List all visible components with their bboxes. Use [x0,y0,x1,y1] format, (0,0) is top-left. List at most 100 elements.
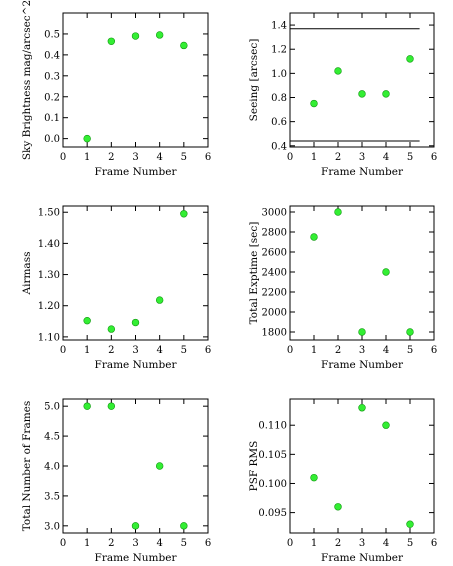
data-point [180,210,188,218]
x-tick-label: 0 [60,345,66,356]
x-tick-label: 4 [156,345,162,356]
data-point [334,67,342,75]
data-point [406,520,414,528]
data-point [107,402,116,410]
y-tick-label: 2600 [262,248,287,259]
data-point [406,55,414,63]
y-tick-label: 1.20 [38,301,60,312]
y-tick-label: 2200 [262,288,287,299]
y-tick-label: 0.095 [258,508,287,519]
data-point [107,325,116,333]
data-point [334,208,342,216]
y-tick-label: 1.0 [271,69,287,80]
x-tick-label: 3 [359,538,365,549]
data-point [358,328,366,336]
x-tick-label: 5 [407,152,413,163]
x-tick-label: 2 [335,538,341,549]
x-tick-label: 2 [108,152,114,163]
x-tick-label: 1 [311,345,317,356]
y-tick-label: 2800 [262,228,287,239]
y-tick-label: 1.10 [38,332,60,343]
y-tick-label: 0.1 [44,113,60,124]
x-tick-label: 1 [311,152,317,163]
x-tick-label: 0 [60,152,66,163]
panel-3: 0 1 2 3 4 5 6 1.10 1.20 1.30 1.40 1.50 Frame Number A… [21,205,211,371]
data-point [83,316,91,325]
x-axis-title: Frame Number [321,166,404,178]
y-tick-label: 1.50 [38,208,60,219]
x-axis-title: Frame Number [321,552,404,564]
data-point [155,31,164,39]
plot-frame [62,398,209,534]
y-axis-title: Seeing [arcsec] [248,39,260,122]
x-tick-label: 3 [132,538,138,549]
y-tick-label: 1.30 [38,270,60,281]
x-tick-label: 4 [383,538,389,549]
y-tick-label: 1.4 [271,21,287,32]
data-point [382,268,390,276]
y-tick-label: 2000 [262,308,287,319]
x-tick-label: 4 [156,538,162,549]
y-tick-label: 4.5 [44,432,60,443]
y-axis-title: Sky Brightness mag/arcsec^2 [21,0,33,160]
data-point [310,233,318,241]
y-tick-label: 1800 [262,328,287,339]
data-point [358,90,366,98]
panel-2: 0 1 2 3 4 5 6 0.4 0.6 0.8 1.0 1.2 1.4 Frame Number See… [248,12,437,178]
data-point [310,99,318,108]
x-tick-label: 1 [84,538,90,549]
x-tick-label: 3 [359,152,365,163]
x-tick-label: 4 [383,345,389,356]
x-tick-label: 0 [60,538,66,549]
x-tick-label: 3 [359,345,365,356]
data-point [406,328,414,336]
data-point [131,522,140,530]
x-tick-label: 0 [287,152,293,163]
x-tick-label: 5 [407,538,413,549]
y-tick-label: 0.4 [44,50,60,61]
y-tick-label: 0.0 [44,134,60,145]
y-axis-title: Total Exptime [sec] [248,222,260,325]
panel-4: 0 1 2 3 4 5 6 1800 2000 2200 2400 2600 2800 3000 Frame… [248,205,437,371]
x-tick-label: 2 [335,152,341,163]
x-tick-label: 3 [132,152,138,163]
y-tick-label: 2400 [262,268,287,279]
y-tick-label: 1.2 [271,45,287,56]
y-tick-label: 0.8 [271,93,287,104]
y-tick-label: 5.0 [44,402,60,413]
y-tick-label: 0.2 [44,92,60,103]
data-point [382,421,390,429]
x-tick-label: 2 [108,538,114,549]
x-tick-label: 2 [108,345,114,356]
plot-frame [289,398,435,534]
data-point [131,318,140,327]
data-point [180,522,188,530]
x-tick-label: 6 [431,538,437,549]
x-tick-label: 6 [205,538,211,549]
plot-frame [289,205,435,341]
x-tick-label: 5 [407,345,413,356]
x-tick-label: 5 [181,345,187,356]
x-axis-title: Frame Number [95,359,178,371]
x-tick-label: 3 [132,345,138,356]
y-tick-label: 0.100 [258,479,287,490]
y-axis-title: Total Number of Frames [21,401,33,532]
y-tick-label: 0.4 [271,141,287,152]
y-tick-label: 3.0 [44,521,60,532]
x-tick-label: 6 [205,345,211,356]
x-tick-label: 6 [431,152,437,163]
panel-5: 0 1 2 3 4 5 6 3.0 3.5 4.0 4.5 5.0 Frame Number Total … [21,398,211,564]
data-point [358,404,366,412]
data-point [382,90,390,98]
y-tick-label: 0.6 [271,117,287,128]
x-tick-label: 4 [156,152,162,163]
x-axis-title: Frame Number [95,166,178,178]
y-axis-title: Airmass [21,252,33,296]
y-tick-label: 0.110 [258,421,287,432]
x-tick-label: 5 [181,152,187,163]
x-tick-label: 1 [84,152,90,163]
x-tick-label: 2 [335,345,341,356]
y-tick-label: 3000 [262,208,287,219]
data-point [334,503,342,511]
